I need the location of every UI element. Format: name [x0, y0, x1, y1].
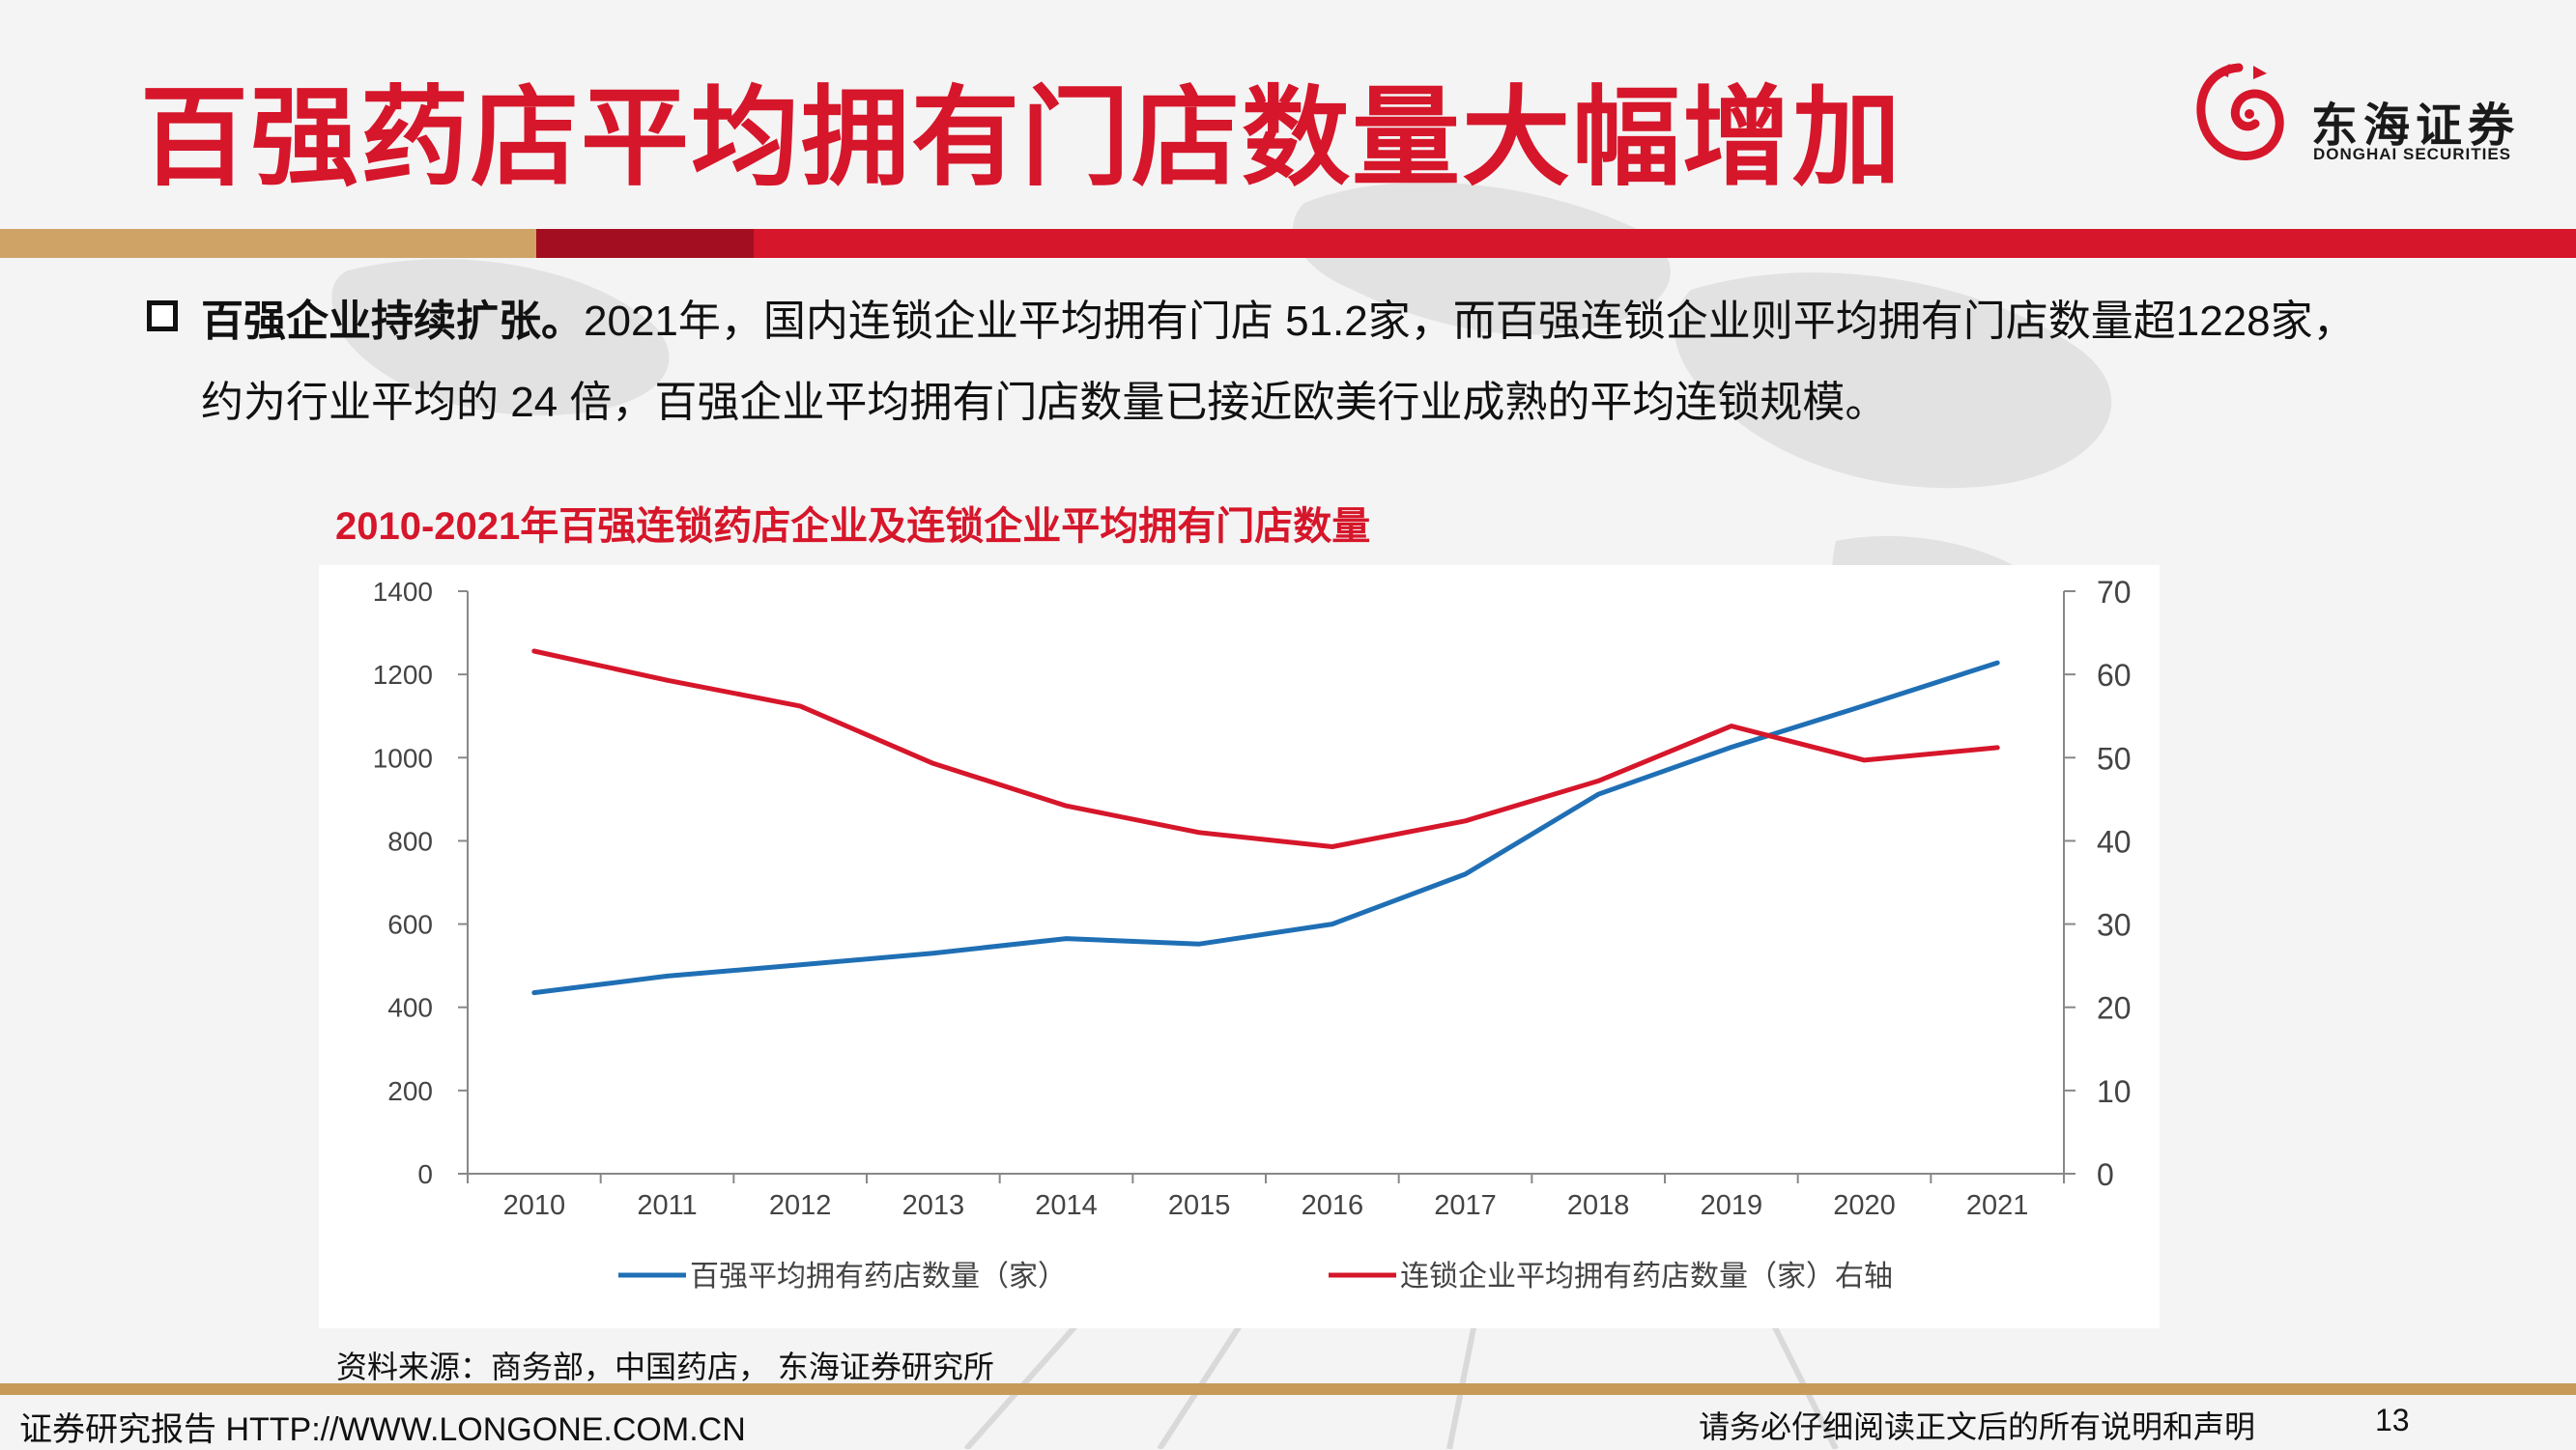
y-right-tick-label: 70 [2097, 575, 2132, 610]
x-tick-label: 2019 [1701, 1190, 1763, 1221]
header-band-gold [0, 229, 536, 258]
series-line-top100-average [531, 660, 2000, 996]
x-tick-label: 2018 [1567, 1190, 1630, 1221]
chart-title: 2010-2021年百强连锁药店企业及连锁企业平均拥有门店数量 [335, 505, 1371, 548]
x-tick-label: 2020 [1833, 1190, 1896, 1221]
body-text-line-1: 百强企业持续扩张。2021年，国内连锁企业平均拥有门店 51.2家，而百强连锁企… [201, 286, 2356, 348]
y-right-tick-label: 10 [2097, 1074, 2132, 1109]
body-text-lead: 百强企业持续扩张。 [201, 298, 584, 345]
y-left-tick-label: 0 [417, 1159, 433, 1189]
dragon-logo-icon [2196, 63, 2284, 160]
y-right-tick-label: 50 [2097, 741, 2132, 776]
logo-chinese-name: 东海证券 [2311, 100, 2521, 152]
legend-label: 连锁企业平均拥有药店数量（家）右轴 [1400, 1261, 1893, 1293]
header-band-dark [536, 229, 754, 258]
series-line-chain-average [531, 648, 2000, 849]
footer-website: 证券研究报告 HTTP://WWW.LONGONE.COM.CN [19, 1411, 746, 1448]
footer-divider [0, 1383, 2576, 1395]
source-note: 资料来源：商务部，中国药店， 东海证券研究所 [336, 1350, 994, 1384]
bullet-square-icon [147, 300, 178, 331]
company-logo: 东海证券 DONGHAI SECURITIES [2186, 58, 2533, 184]
y-right-tick-label: 0 [2097, 1157, 2114, 1192]
y-left-tick-label: 800 [387, 826, 433, 856]
y-left-tick-label: 400 [387, 993, 433, 1023]
y-left-tick-label: 200 [387, 1076, 433, 1106]
y-right-tick-label: 30 [2097, 908, 2132, 943]
logo-english-name: DONGHAI SECURITIES [2313, 145, 2512, 163]
y-right-tick-label: 40 [2097, 824, 2132, 859]
x-tick-label: 2015 [1168, 1190, 1231, 1221]
body-text-line-2: 约为行业平均的 24 倍，百强企业平均拥有门店数量已接近欧美行业成熟的平均连锁规… [201, 379, 1888, 426]
x-tick-label: 2013 [902, 1190, 965, 1221]
y-left-tick-label: 600 [387, 910, 433, 940]
page-number: 13 [2375, 1403, 2410, 1437]
x-tick-label: 2016 [1302, 1190, 1364, 1221]
y-right-tick-label: 60 [2097, 658, 2132, 693]
y-left-tick-label: 1000 [373, 743, 433, 773]
footer-disclaimer: 请务必仔细阅读正文后的所有说明和声明 [1699, 1409, 2256, 1444]
legend-label: 百强平均拥有药店数量（家） [690, 1261, 1067, 1293]
y-left-tick-label: 1400 [373, 577, 433, 607]
x-tick-label: 2014 [1035, 1190, 1098, 1221]
x-tick-label: 2017 [1434, 1190, 1497, 1221]
x-tick-label: 2021 [1966, 1190, 2029, 1221]
header-band-red [754, 229, 2576, 258]
y-right-tick-label: 20 [2097, 991, 2132, 1026]
y-left-tick-label: 1200 [373, 660, 433, 690]
chart-panel [319, 565, 2160, 1328]
page-title: 百强药店平均拥有门店数量大幅增加 [140, 77, 1903, 198]
x-tick-label: 2011 [637, 1190, 697, 1221]
body-text-line-1-rest: 2021年，国内连锁企业平均拥有门店 51.2家，而百强连锁企业则平均拥有门店数… [584, 298, 2356, 345]
x-tick-label: 2010 [503, 1190, 566, 1221]
x-tick-label: 2012 [769, 1190, 832, 1221]
